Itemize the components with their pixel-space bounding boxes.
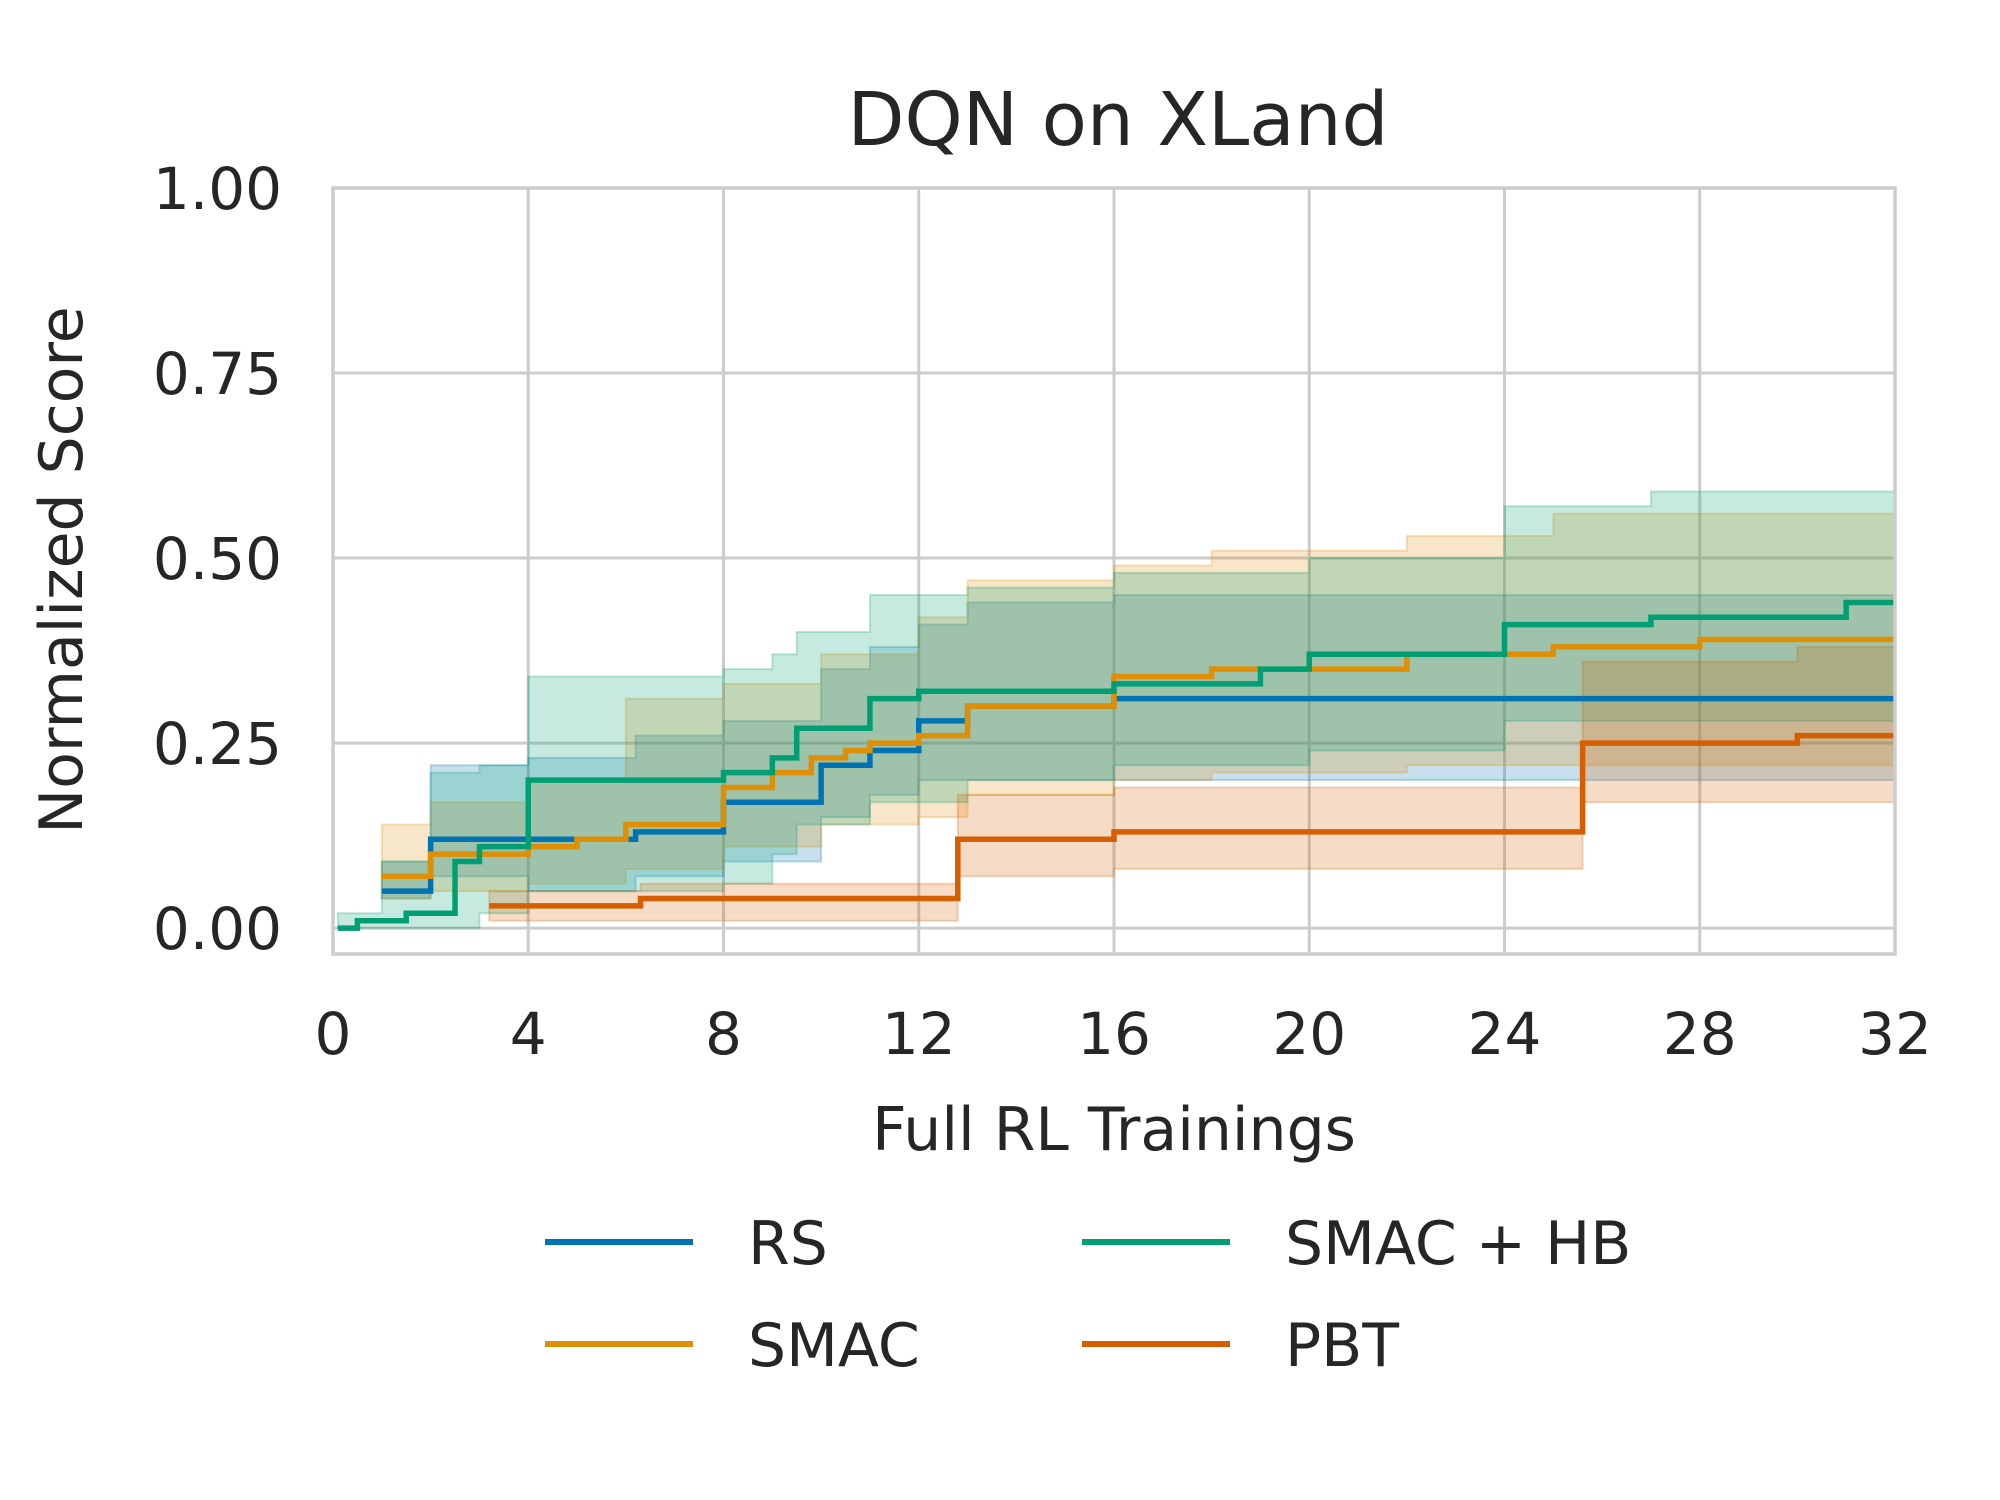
y-tick-label-3: 0.75 bbox=[153, 340, 282, 408]
x-tick-label-4: 16 bbox=[1077, 1000, 1151, 1068]
y-tick-label-1: 0.25 bbox=[153, 710, 282, 778]
y-tick-label-0: 0.00 bbox=[153, 895, 282, 963]
legend: RS SMAC SMAC + HB PBT bbox=[545, 1209, 1631, 1381]
series-line-2 bbox=[337, 599, 1895, 931]
legend-label-2: SMAC + HB bbox=[1285, 1209, 1631, 1279]
x-tick-label-2: 8 bbox=[705, 1000, 742, 1068]
x-tick-label-6: 24 bbox=[1468, 1000, 1542, 1068]
x-tick-label-1: 4 bbox=[510, 1000, 547, 1068]
plot-frame bbox=[331, 186, 1897, 956]
x-axis-ticks: 0 4 8 12 16 20 24 28 32 bbox=[315, 1000, 1932, 1068]
series-line-1 bbox=[381, 636, 1895, 880]
legend-label-1: SMAC bbox=[748, 1311, 920, 1381]
x-tick-label-8: 32 bbox=[1858, 1000, 1932, 1068]
y-axis-label: Normalized Score bbox=[27, 306, 97, 833]
x-tick-label-0: 0 bbox=[315, 1000, 352, 1068]
x-axis-label: Full RL Trainings bbox=[872, 1095, 1356, 1165]
y-axis-ticks: 0.00 0.25 0.50 0.75 1.00 bbox=[153, 155, 282, 963]
y-tick-label-4: 1.00 bbox=[153, 155, 282, 223]
series-lines bbox=[337, 599, 1895, 931]
series-line-3 bbox=[489, 732, 1895, 909]
x-tick-label-5: 20 bbox=[1272, 1000, 1346, 1068]
x-tick-label-3: 12 bbox=[882, 1000, 956, 1068]
chart-title: DQN on XLand bbox=[848, 77, 1389, 163]
legend-label-0: RS bbox=[748, 1209, 828, 1279]
legend-label-3: PBT bbox=[1285, 1311, 1399, 1381]
x-tick-label-7: 28 bbox=[1663, 1000, 1737, 1068]
y-tick-label-2: 0.50 bbox=[153, 525, 282, 593]
